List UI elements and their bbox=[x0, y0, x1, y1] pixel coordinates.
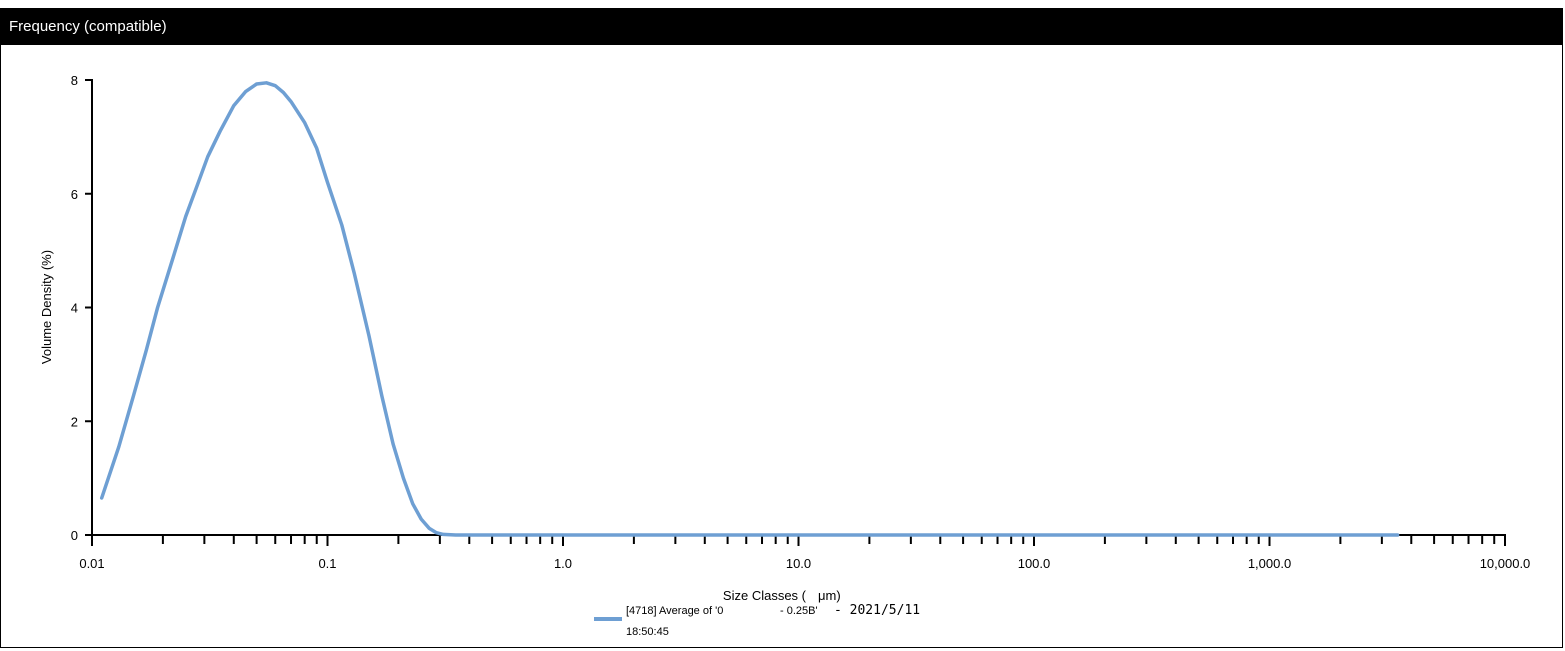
series-line bbox=[99, 81, 1400, 537]
x-tick-label: 1.0 bbox=[554, 556, 572, 571]
panel-title: Frequency (compatible) bbox=[1, 9, 1562, 45]
x-tick-label: 100.0 bbox=[1018, 556, 1051, 571]
legend-entry-label: [4718] Average of '0 bbox=[626, 605, 723, 617]
y-tick-label: 6 bbox=[71, 187, 78, 202]
x-tick-label: 0.01 bbox=[79, 556, 104, 571]
x-tick-label: 0.1 bbox=[318, 556, 336, 571]
y-tick-label: 2 bbox=[71, 414, 78, 429]
y-axis-label: Volume Density (%) bbox=[39, 250, 54, 364]
frequency-chart: 0 2 4 6 8 0.01 0.1 1.0 10.0 100.0 1,000.0 10,000.0… bbox=[39, 73, 1531, 638]
y-axis: 0 2 4 6 8 bbox=[71, 73, 93, 543]
x-axis-label: Size Classes ( bbox=[723, 588, 807, 603]
x-tick-label: 1,000.0 bbox=[1248, 556, 1291, 571]
y-tick-label: 4 bbox=[71, 301, 78, 316]
chart-panel: Frequency (compatible) bbox=[0, 8, 1563, 648]
series-layer bbox=[99, 81, 1400, 537]
legend-entry-date: - 2021/5/11 bbox=[834, 603, 920, 618]
x-axis: 0.01 0.1 1.0 10.0 100.0 1,000.0 10,000.0 bbox=[79, 534, 1531, 571]
legend-entry-time: 18:50:45 bbox=[626, 626, 669, 638]
legend-entry-sample: - 0.25B' bbox=[780, 605, 818, 617]
y-tick-label: 0 bbox=[71, 528, 78, 543]
x-tick-label: 10,000.0 bbox=[1480, 556, 1531, 571]
x-axis-unit: μm) bbox=[818, 588, 841, 603]
legend: [4718] Average of '0 - 0.25B' - 2021/5/1… bbox=[594, 603, 920, 638]
y-tick-label: 8 bbox=[71, 73, 78, 88]
x-tick-label: 10.0 bbox=[786, 556, 811, 571]
